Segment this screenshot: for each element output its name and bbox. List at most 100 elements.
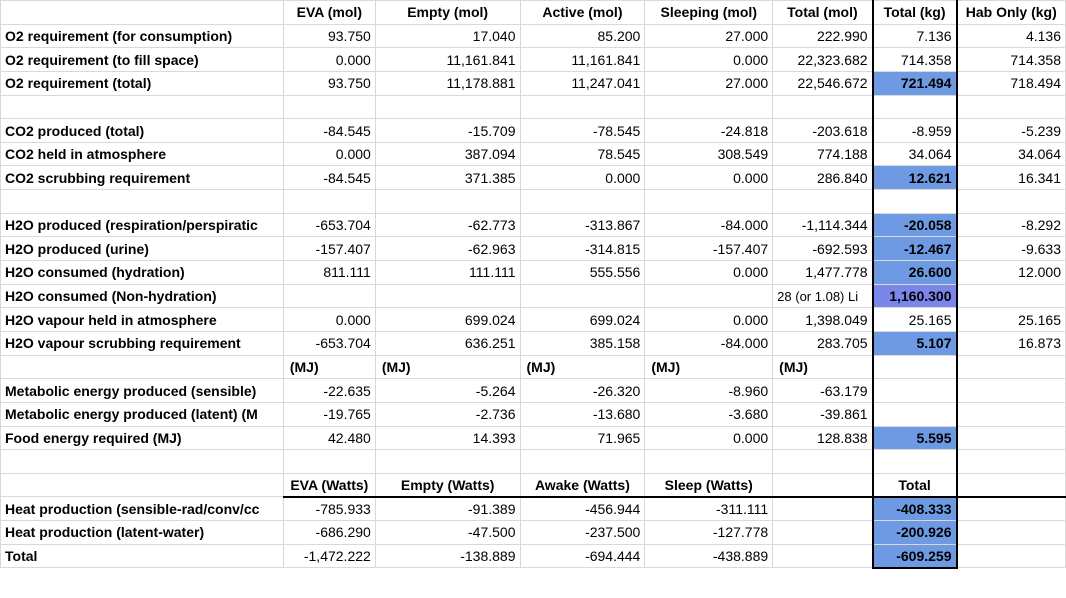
empty-cell[interactable] bbox=[374, 449, 521, 474]
cell-active[interactable]: (MJ) bbox=[519, 354, 646, 380]
cell-total-mol[interactable] bbox=[772, 520, 874, 545]
cell-total-kg[interactable] bbox=[871, 401, 958, 427]
cell-eva[interactable]: -785.933 bbox=[282, 495, 376, 522]
cell-sleeping[interactable]: 0.000 bbox=[644, 260, 774, 285]
cell-empty[interactable] bbox=[374, 283, 521, 309]
cell-hab-only[interactable]: 34.064 bbox=[956, 141, 1066, 167]
cell-total-kg[interactable]: 34.064 bbox=[871, 141, 958, 167]
cell-empty[interactable]: -62.773 bbox=[374, 212, 521, 238]
empty-cell[interactable] bbox=[282, 449, 376, 474]
cell-active[interactable]: 385.158 bbox=[519, 330, 646, 356]
cell-total-mol[interactable] bbox=[772, 472, 874, 498]
empty-cell[interactable] bbox=[956, 189, 1066, 214]
cell-sleeping[interactable]: -24.818 bbox=[644, 118, 774, 143]
cell-total-kg[interactable]: 12.621 bbox=[871, 165, 958, 191]
row-label[interactable]: H2O vapour scrubbing requirement bbox=[0, 330, 284, 356]
row-label[interactable]: Total bbox=[0, 543, 284, 569]
row-label[interactable]: H2O consumed (Non-hydration) bbox=[0, 283, 284, 309]
cell-active[interactable]: -694.444 bbox=[519, 543, 646, 569]
cell-total-mol[interactable]: -39.861 bbox=[772, 401, 874, 427]
column-header-total-mol[interactable]: Total (mol) bbox=[772, 0, 874, 25]
cell-total-mol[interactable]: 283.705 bbox=[772, 330, 874, 356]
column-header-empty[interactable]: Empty (mol) bbox=[374, 0, 521, 25]
cell-active[interactable]: 555.556 bbox=[519, 260, 646, 285]
cell-empty[interactable]: -47.500 bbox=[374, 520, 521, 545]
row-label[interactable]: H2O consumed (hydration) bbox=[0, 260, 284, 285]
column-header-sleeping[interactable]: Sleeping (mol) bbox=[644, 0, 774, 25]
cell-active[interactable]: 0.000 bbox=[519, 165, 646, 191]
cell-active[interactable]: Awake (Watts) bbox=[519, 472, 646, 498]
row-label[interactable]: Heat production (sensible-rad/conv/cc bbox=[0, 496, 284, 522]
cell-empty[interactable]: -91.389 bbox=[374, 495, 521, 522]
cell-hab-only[interactable]: 718.494 bbox=[956, 70, 1066, 96]
cell-total-mol[interactable]: 1,477.778 bbox=[772, 260, 874, 285]
cell-hab-only[interactable] bbox=[956, 283, 1066, 309]
cell-hab-only[interactable]: 16.341 bbox=[956, 165, 1066, 191]
cell-sleeping[interactable]: -3.680 bbox=[644, 401, 774, 427]
row-label[interactable]: O2 requirement (for consumption) bbox=[0, 23, 284, 49]
cell-eva[interactable]: -84.545 bbox=[282, 165, 376, 191]
cell-active[interactable]: -237.500 bbox=[519, 520, 646, 545]
cell-hab-only[interactable]: 25.165 bbox=[956, 307, 1066, 332]
cell-sleeping[interactable]: -84.000 bbox=[644, 330, 774, 356]
cell-total-kg[interactable]: 1,160.300 bbox=[871, 283, 958, 309]
cell-total-mol[interactable]: -203.618 bbox=[772, 118, 874, 143]
cell-eva[interactable]: -22.635 bbox=[282, 378, 376, 403]
cell-sleeping[interactable]: 0.000 bbox=[644, 425, 774, 451]
cell-sleeping[interactable]: 308.549 bbox=[644, 141, 774, 167]
cell-total-mol[interactable]: 128.838 bbox=[772, 425, 874, 451]
column-header-total-kg[interactable]: Total (kg) bbox=[871, 0, 958, 25]
cell-empty[interactable]: -5.264 bbox=[374, 378, 521, 403]
cell-total-kg[interactable]: 721.494 bbox=[871, 70, 958, 96]
empty-cell[interactable] bbox=[772, 189, 874, 214]
cell-eva[interactable]: -653.704 bbox=[282, 330, 376, 356]
empty-cell[interactable] bbox=[282, 94, 376, 120]
cell-total-mol[interactable]: 286.840 bbox=[772, 165, 874, 191]
cell-eva[interactable]: 93.750 bbox=[282, 23, 376, 49]
cell-eva[interactable]: -653.704 bbox=[282, 212, 376, 238]
row-label[interactable]: Heat production (latent-water) bbox=[0, 520, 284, 545]
row-label[interactable]: H2O vapour held in atmosphere bbox=[0, 307, 284, 332]
empty-cell[interactable] bbox=[519, 94, 646, 120]
cell-active[interactable]: 11,161.841 bbox=[519, 47, 646, 72]
cell-hab-only[interactable] bbox=[956, 378, 1066, 403]
cell-active[interactable]: -78.545 bbox=[519, 118, 646, 143]
cell-total-mol[interactable]: 222.990 bbox=[772, 23, 874, 49]
cell-hab-only[interactable]: -8.292 bbox=[956, 212, 1066, 238]
cell-active[interactable] bbox=[519, 283, 646, 309]
cell-sleeping[interactable]: 27.000 bbox=[644, 70, 774, 96]
cell-total-kg[interactable]: Total bbox=[871, 472, 958, 498]
cell-eva[interactable]: 93.750 bbox=[282, 70, 376, 96]
cell-eva[interactable]: -1,472.222 bbox=[282, 543, 376, 569]
row-label[interactable]: Food energy required (MJ) bbox=[0, 425, 284, 451]
cell-eva[interactable]: 42.480 bbox=[282, 425, 376, 451]
empty-cell[interactable] bbox=[772, 449, 874, 474]
cell-active[interactable]: 78.545 bbox=[519, 141, 646, 167]
cell-empty[interactable]: 371.385 bbox=[374, 165, 521, 191]
empty-cell[interactable] bbox=[374, 94, 521, 120]
cell-empty[interactable]: -15.709 bbox=[374, 118, 521, 143]
cell-total-mol[interactable]: 22,323.682 bbox=[772, 47, 874, 72]
empty-cell[interactable] bbox=[374, 189, 521, 214]
row-label[interactable] bbox=[0, 472, 284, 498]
cell-active[interactable]: 11,247.041 bbox=[519, 70, 646, 96]
cell-active[interactable]: -314.815 bbox=[519, 236, 646, 262]
cell-sleeping[interactable]: 27.000 bbox=[644, 23, 774, 49]
cell-hab-only[interactable] bbox=[956, 543, 1066, 569]
row-label[interactable]: CO2 scrubbing requirement bbox=[0, 165, 284, 191]
empty-cell[interactable] bbox=[871, 449, 958, 474]
cell-empty[interactable]: (MJ) bbox=[374, 354, 521, 380]
empty-cell[interactable] bbox=[0, 94, 284, 120]
cell-empty[interactable]: -138.889 bbox=[374, 543, 521, 569]
cell-hab-only[interactable]: -5.239 bbox=[956, 118, 1066, 143]
cell-sleeping[interactable]: -157.407 bbox=[644, 236, 774, 262]
cell-total-kg[interactable]: -12.467 bbox=[871, 236, 958, 262]
cell-empty[interactable]: 11,178.881 bbox=[374, 70, 521, 96]
cell-active[interactable]: 71.965 bbox=[519, 425, 646, 451]
cell-sleeping[interactable]: 0.000 bbox=[644, 165, 774, 191]
cell-hab-only[interactable] bbox=[956, 495, 1066, 522]
cell-active[interactable]: -313.867 bbox=[519, 212, 646, 238]
empty-cell[interactable] bbox=[772, 94, 874, 120]
cell-total-kg[interactable]: -20.058 bbox=[871, 212, 958, 238]
cell-hab-only[interactable] bbox=[956, 520, 1066, 545]
